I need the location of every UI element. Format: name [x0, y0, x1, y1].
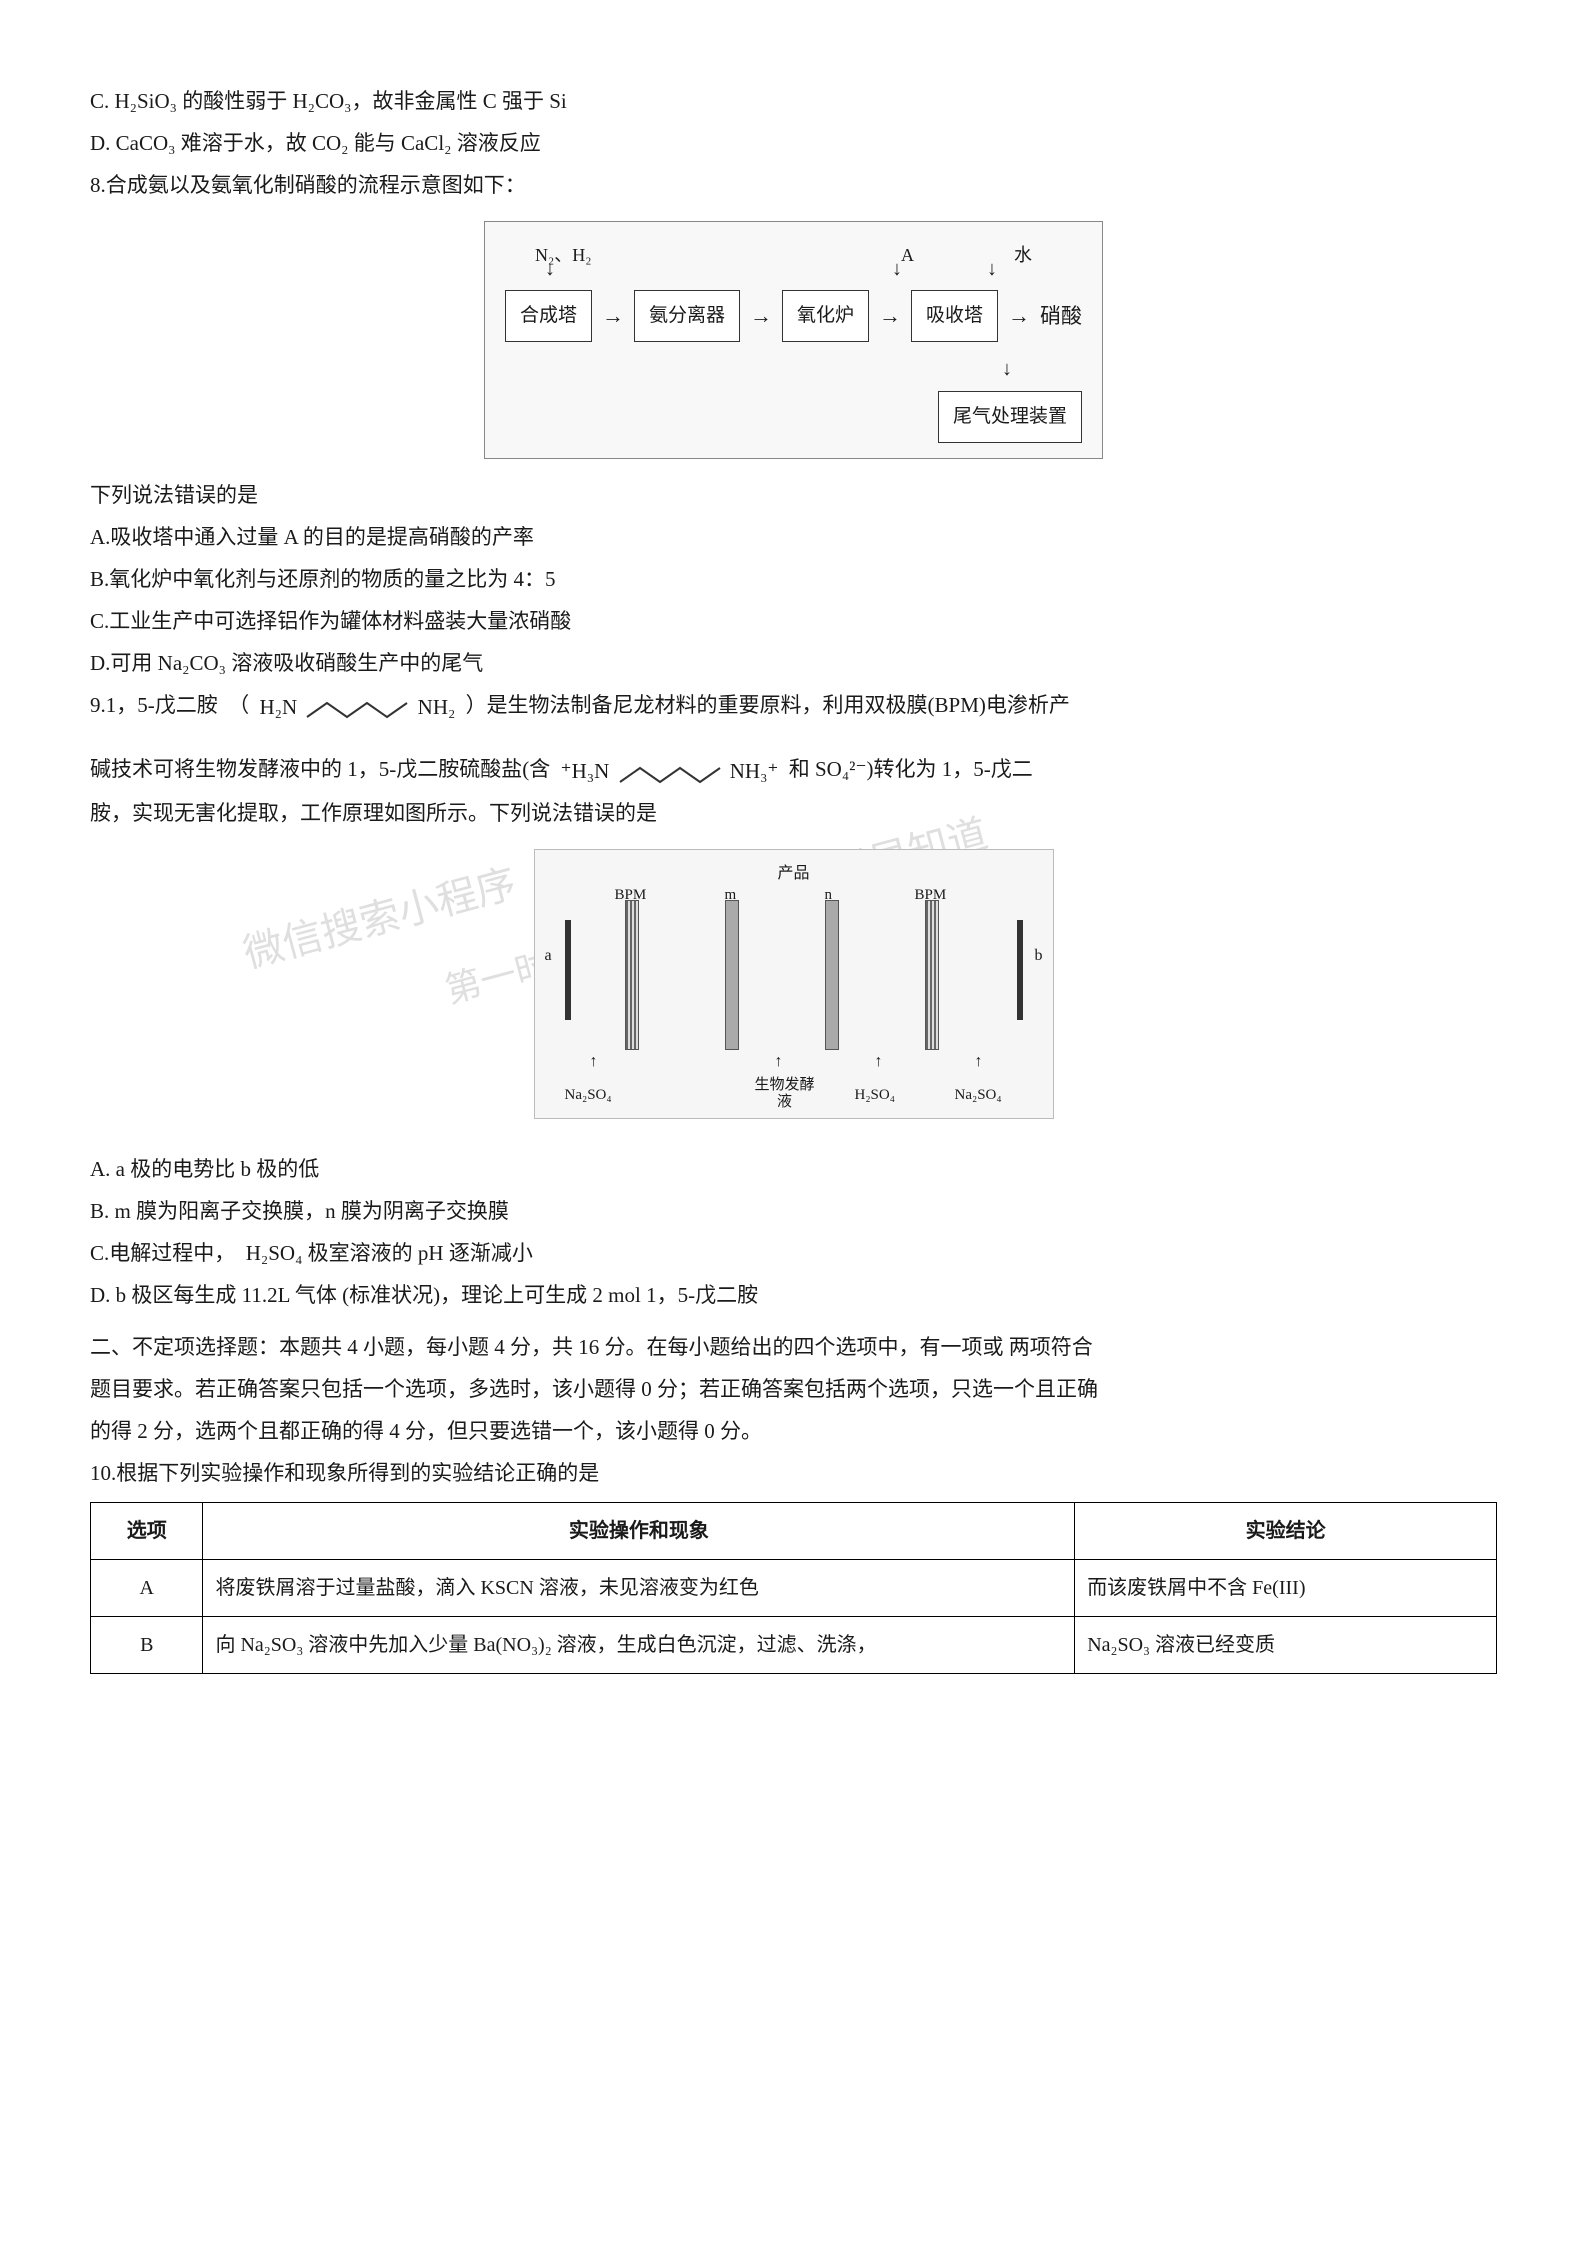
electrode-b	[1017, 920, 1023, 1020]
q8-option-c: C.工业生产中可选择铝作为罐体材料盛装大量浓硝酸	[90, 600, 1497, 642]
bpm-membrane-2	[925, 900, 939, 1050]
arrow-up-icon: ↑	[975, 1046, 983, 1078]
table-row: B 向 Na₂SO₃ 溶液中先加入少量 Ba(NO₃)₂ 溶液，生成白色沉淀，过…	[91, 1617, 1497, 1674]
q9-stem-line3: 胺，实现无害化提取，工作原理如图所示。下列说法错误的是	[90, 792, 1497, 834]
section2-heading-3: 的得 2 分，选两个且都正确的得 4 分，但只要选错一个，该小题得 0 分。	[90, 1410, 1497, 1452]
watermark-text: 微信搜索小程序	[234, 845, 525, 995]
arrow-right-icon: →	[750, 294, 772, 338]
q7-option-d: D. CaCO₃ 难溶于水，故 CO₂ 能与 CaCl₂ 溶液反应	[90, 122, 1497, 164]
q8-prompt: 下列说法错误的是	[90, 474, 1497, 516]
q10-table: 选项 实验操作和现象 实验结论 A 将废铁屑溶于过量盐酸，滴入 KSCN 溶液，…	[90, 1502, 1497, 1674]
bottom-label-3: H₂SO₄	[855, 1080, 895, 1110]
section2-heading-1: 二、不定项选择题：本题共 4 小题，每小题 4 分，共 16 分。在每小题给出的…	[90, 1326, 1497, 1368]
table-cell-opt-a: A	[91, 1560, 203, 1617]
flow-input-water: 水	[1014, 237, 1032, 273]
table-header-conclusion: 实验结论	[1075, 1503, 1497, 1560]
table-cell-conclusion-a: 而该废铁屑中不含 Fe(III)	[1075, 1560, 1497, 1617]
q9-option-a: A. a 极的电势比 b 极的低	[90, 1148, 1497, 1190]
n-membrane	[825, 900, 839, 1050]
arrow-up-icon: ↑	[875, 1046, 883, 1078]
chemical-structure-1: H₂N NH₂	[255, 686, 461, 728]
bpm-label-1: BPM	[615, 880, 647, 910]
section2-heading-2: 题目要求。若正确答案只包括一个选项，多选时，该小题得 0 分；若正确答案包括两个…	[90, 1368, 1497, 1410]
q9-text-2b: 和 SO₄²⁻)转化为 1，5-戊二	[789, 757, 1033, 781]
q9-text-1b: ）是生物法制备尼龙材料的重要原料，利用双极膜(BPM)电渗析产	[466, 693, 1070, 717]
arrow-down-icon: ↓	[987, 257, 997, 281]
bottom-label-2: 生物发酵液	[750, 1077, 820, 1110]
electrode-a	[565, 920, 571, 1020]
q9-stem-line1: 9.1，5-戊二胺 （ H₂N NH₂ ）是生物法制备尼龙材料的重要原料，利用双…	[90, 684, 1497, 728]
flow-output-acid: 硝酸	[1040, 295, 1082, 337]
structure-right-label: NH₂	[418, 695, 456, 719]
arrow-up-icon: ↑	[590, 1046, 598, 1078]
q8-option-a: A.吸收塔中通入过量 A 的目的是提高硝酸的产率	[90, 516, 1497, 558]
table-header-operation: 实验操作和现象	[203, 1503, 1075, 1560]
table-cell-operation-a: 将废铁屑溶于过量盐酸，滴入 KSCN 溶液，未见溶液变为红色	[203, 1560, 1075, 1617]
arrow-down-icon: ↓	[1002, 358, 1012, 380]
bpm-diagram: 产品 a BPM m n BPM b ↑ ↑ ↑ ↑ Na₂SO₄ 生物发酵液 …	[534, 849, 1054, 1119]
electrode-b-label: b	[1035, 940, 1043, 972]
arrow-right-icon: →	[602, 294, 624, 338]
arrow-down-icon: ↓	[545, 257, 555, 281]
bpm-label-2: BPM	[915, 880, 947, 910]
table-row: A 将废铁屑溶于过量盐酸，滴入 KSCN 溶液，未见溶液变为红色 而该废铁屑中不…	[91, 1560, 1497, 1617]
flow-box-synthesis: 合成塔	[505, 290, 592, 342]
q8-flow-diagram: N₂、H₂ A 水 ↓ ↓ ↓ 合成塔 → 氨分离器 → 氧化炉 → 吸收塔 →…	[90, 221, 1497, 459]
q9-option-d: D. b 极区每生成 11.2L 气体 (标准状况)，理论上可生成 2 mol …	[90, 1274, 1497, 1316]
n-label: n	[825, 880, 833, 910]
q8-option-d: D.可用 Na₂CO₃ 溶液吸收硝酸生产中的尾气	[90, 642, 1497, 684]
m-label: m	[725, 880, 737, 910]
bpm-membrane-1	[625, 900, 639, 1050]
q7-option-c: C. H₂SiO₃ 的酸性弱于 H₂CO₃，故非金属性 C 强于 Si	[90, 80, 1497, 122]
q9-option-c: C.电解过程中， H₂SO₄ 极室溶液的 pH 逐渐减小	[90, 1232, 1497, 1274]
table-cell-conclusion-b: Na₂SO₃ 溶液已经变质	[1075, 1617, 1497, 1674]
m-membrane	[725, 900, 739, 1050]
q9-option-b: B. m 膜为阳离子交换膜，n 膜为阴离子交换膜	[90, 1190, 1497, 1232]
structure-left-label: H₂N	[260, 695, 298, 719]
arrow-right-icon: →	[1008, 294, 1030, 338]
q8-stem: 8.合成氨以及氨氧化制硝酸的流程示意图如下：	[90, 164, 1497, 206]
q9-text-2a: 碱技术可将生物发酵液中的 1，5-戊二胺硫酸盐(含	[90, 757, 550, 781]
arrow-down-icon: ↓	[892, 257, 902, 281]
table-header-option: 选项	[91, 1503, 203, 1560]
q9-stem-line2: 碱技术可将生物发酵液中的 1，5-戊二胺硫酸盐(含 ⁺H₃N NH₃⁺ 和 SO…	[90, 748, 1497, 792]
flow-box-tailgas: 尾气处理装置	[938, 391, 1082, 443]
q9-bpm-diagram-container: 高考早知道 微信搜索小程序 第一时间获取最新资料 产品 a BPM m n BP…	[90, 849, 1497, 1133]
bottom-label-1: Na₂SO₄	[565, 1080, 612, 1110]
q8-option-b: B.氧化炉中氧化剂与还原剂的物质的量之比为 4：5	[90, 558, 1497, 600]
flow-box-absorber: 吸收塔	[911, 290, 998, 342]
chemical-structure-2: ⁺H₃N NH₃⁺	[556, 750, 784, 792]
zigzag-chain-icon	[302, 697, 412, 721]
q9-text-1a: 9.1，5-戊二胺 （	[90, 693, 249, 717]
arrow-up-icon: ↑	[775, 1046, 783, 1078]
structure-right-label: NH₃⁺	[730, 759, 779, 783]
flow-input-a: A	[901, 237, 914, 273]
table-cell-operation-b: 向 Na₂SO₃ 溶液中先加入少量 Ba(NO₃)₂ 溶液，生成白色沉淀，过滤、…	[203, 1617, 1075, 1674]
zigzag-chain-icon	[615, 762, 725, 786]
bpm-product-label: 产品	[777, 858, 809, 890]
flow-box-oxidizer: 氧化炉	[782, 290, 869, 342]
flow-input-n2h2: N₂、H₂	[535, 237, 592, 273]
bottom-label-4: Na₂SO₄	[955, 1080, 1002, 1110]
arrow-right-icon: →	[879, 294, 901, 338]
structure-left-label: ⁺H₃N	[561, 759, 610, 783]
flow-box-separator: 氨分离器	[634, 290, 740, 342]
table-header-row: 选项 实验操作和现象 实验结论	[91, 1503, 1497, 1560]
electrode-a-label: a	[545, 940, 552, 972]
q10-stem: 10.根据下列实验操作和现象所得到的实验结论正确的是	[90, 1452, 1497, 1494]
table-cell-opt-b: B	[91, 1617, 203, 1674]
